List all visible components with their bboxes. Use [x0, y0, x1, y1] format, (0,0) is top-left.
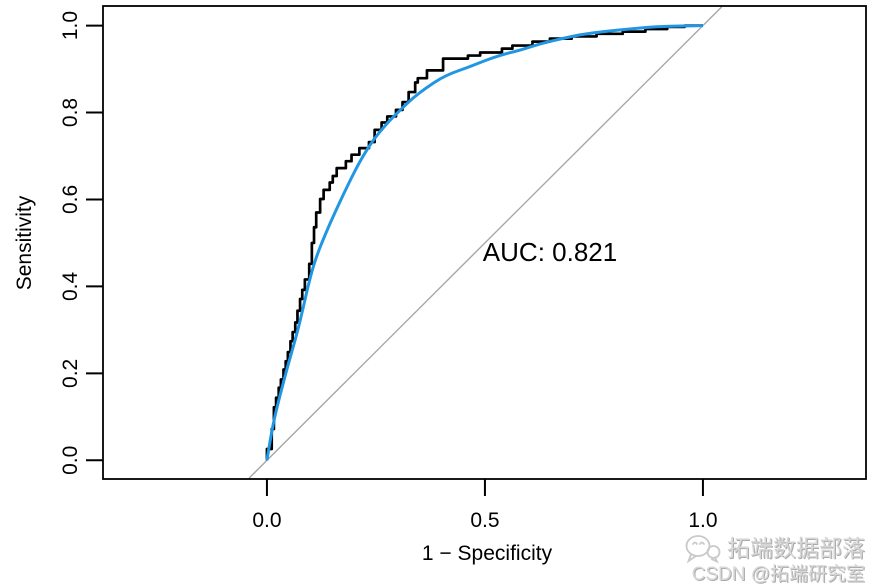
x-axis: 0.0 0.5 1.0: [252, 479, 718, 532]
x-axis-tick-label: 1.0: [688, 509, 717, 532]
y-axis: 0.0 0.2 0.4 0.6 0.8 1.0: [59, 11, 103, 475]
x-axis-tick-label: 0.5: [470, 509, 499, 532]
x-axis-tick-label: 0.0: [252, 509, 281, 532]
y-axis-tick-label: 0.8: [59, 98, 82, 127]
series-layer: [248, 6, 723, 479]
chance-diagonal-curve: [248, 6, 723, 479]
auc-annotation: AUC: 0.821: [483, 237, 617, 267]
y-axis-tick-label: 0.0: [59, 446, 82, 475]
y-axis-tick-label: 1.0: [59, 11, 82, 40]
y-axis-tick-label: 0.6: [59, 185, 82, 214]
y-axis-title: Sensitivity: [13, 195, 36, 290]
x-axis-title: 1 − Specificity: [422, 542, 553, 565]
empirical-roc-curve: [265, 24, 703, 461]
y-axis-tick-label: 0.2: [59, 359, 82, 388]
y-axis-tick-label: 0.4: [59, 271, 82, 301]
smoothed-roc-curve: [265, 24, 703, 461]
